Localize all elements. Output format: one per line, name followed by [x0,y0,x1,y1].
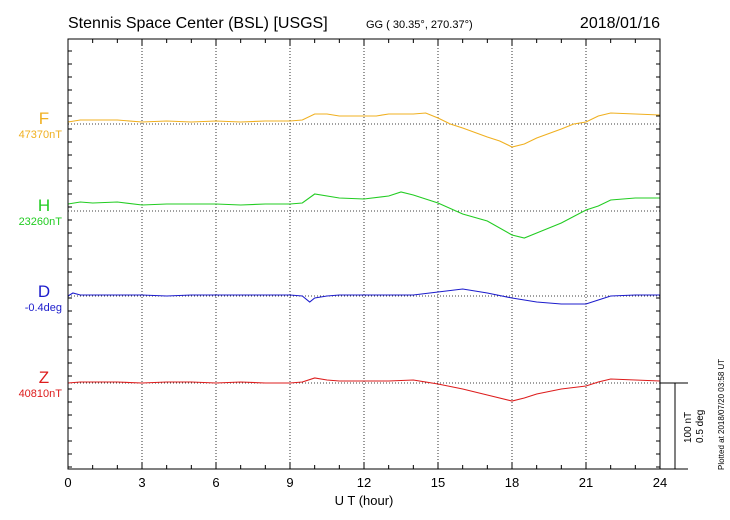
series-baseline-value-Z: 40810nT [19,388,63,400]
series-baseline-value-H: 23260nT [19,216,63,228]
series-label-D: D [38,282,50,301]
x-tick-label: 3 [138,475,145,490]
series-baseline-value-D: -0.4deg [25,302,62,314]
x-axis-ticks: 0 3 6 9 12 15 18 21 24 [64,39,667,490]
chart-date: 2018/01/16 [580,15,660,32]
series-baseline-value-F: 47370nT [19,129,63,141]
x-tick-label: 15 [431,475,445,490]
series-label-Z: Z [39,368,49,387]
series-label-F: F [39,109,49,128]
series-lines [67,112,661,402]
x-tick-label: 24 [653,475,667,490]
series-line-F [67,112,661,148]
x-tick-label: 18 [505,475,519,490]
plotted-timestamp: Plotted at 2018/07/20 03:58 UT [717,359,726,470]
series-line-D [67,288,660,305]
x-tick-label: 9 [286,475,293,490]
grid [68,39,660,469]
plot-frame [67,38,661,470]
scale-bar: 100 nT 0.5 deg [660,382,706,470]
scale-deg-label: 0.5 deg [695,410,706,443]
station-coordinates: GG ( 30.35°, 270.37°) [366,19,473,31]
series-line-H [67,191,660,239]
x-tick-label: 6 [212,475,219,490]
x-axis-label: U T (hour) [335,493,394,508]
x-tick-label: 21 [579,475,593,490]
x-tick-label: 12 [357,475,371,490]
chart-title: Stennis Space Center (BSL) [USGS] [68,15,328,32]
x-tick-label: 0 [64,475,71,490]
scale-nt-label: 100 nT [683,412,694,443]
series-label-H: H [38,196,50,215]
series-line-Z [67,377,661,402]
